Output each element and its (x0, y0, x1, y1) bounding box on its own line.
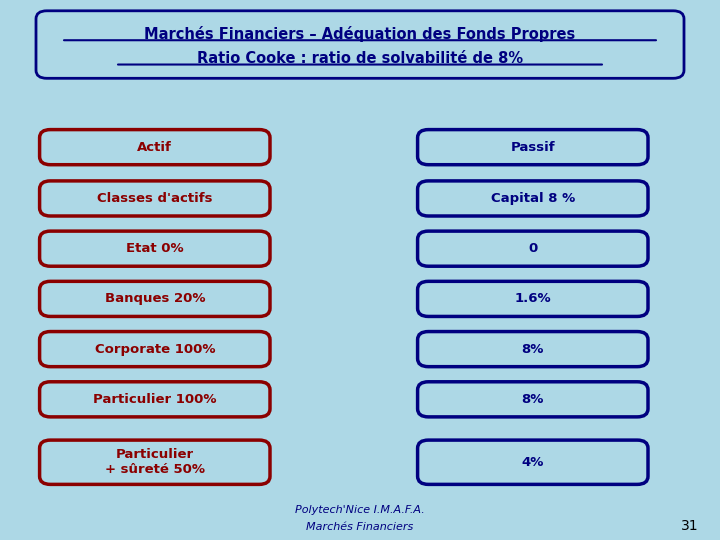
FancyBboxPatch shape (418, 382, 648, 417)
FancyBboxPatch shape (40, 231, 270, 266)
FancyBboxPatch shape (40, 440, 270, 484)
Text: Corporate 100%: Corporate 100% (94, 342, 215, 356)
FancyBboxPatch shape (40, 130, 270, 165)
FancyBboxPatch shape (418, 130, 648, 165)
Text: 0: 0 (528, 242, 537, 255)
Text: Actif: Actif (138, 140, 172, 154)
Text: Passif: Passif (510, 140, 555, 154)
Text: Classes d'actifs: Classes d'actifs (97, 192, 212, 205)
Text: 4%: 4% (521, 456, 544, 469)
FancyBboxPatch shape (418, 231, 648, 266)
Text: Marchés Financiers: Marchés Financiers (307, 522, 413, 531)
Text: Marchés Financiers – Adéquation des Fonds Propres: Marchés Financiers – Adéquation des Fond… (145, 26, 575, 42)
Text: Particulier 100%: Particulier 100% (93, 393, 217, 406)
FancyBboxPatch shape (418, 440, 648, 484)
Text: Banques 20%: Banques 20% (104, 292, 205, 306)
FancyBboxPatch shape (40, 382, 270, 417)
Text: Polytech'Nice I.M.A.F.A.: Polytech'Nice I.M.A.F.A. (295, 505, 425, 515)
Text: 31: 31 (681, 519, 698, 534)
FancyBboxPatch shape (418, 281, 648, 316)
FancyBboxPatch shape (40, 332, 270, 367)
Text: Etat 0%: Etat 0% (126, 242, 184, 255)
FancyBboxPatch shape (40, 281, 270, 316)
FancyBboxPatch shape (418, 332, 648, 367)
FancyBboxPatch shape (36, 11, 684, 78)
Text: 1.6%: 1.6% (515, 292, 551, 306)
Text: 8%: 8% (521, 342, 544, 356)
Text: Ratio Cooke : ratio de solvabilité de 8%: Ratio Cooke : ratio de solvabilité de 8% (197, 51, 523, 65)
Text: Particulier
+ sûreté 50%: Particulier + sûreté 50% (105, 448, 204, 476)
FancyBboxPatch shape (40, 181, 270, 216)
Text: Capital 8 %: Capital 8 % (490, 192, 575, 205)
Text: 8%: 8% (521, 393, 544, 406)
FancyBboxPatch shape (418, 181, 648, 216)
